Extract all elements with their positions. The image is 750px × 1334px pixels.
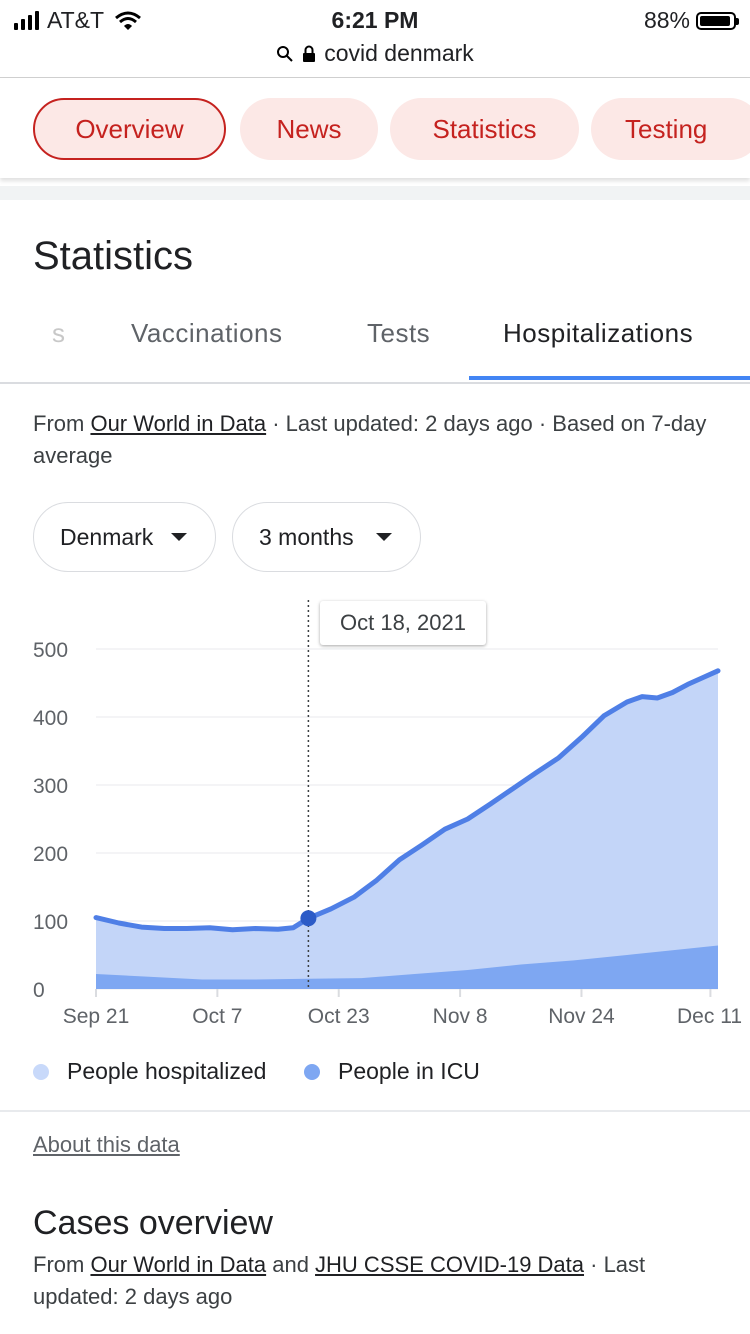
hover-point — [300, 910, 317, 927]
x-tick-label: Oct 23 — [308, 1005, 370, 1028]
lock-icon — [303, 45, 316, 62]
cases-overview-title: Cases overview — [33, 1204, 273, 1242]
chart-areas — [93, 668, 721, 989]
x-axis-ticks: Sep 21 Oct 7 Oct 23 Nov 8 Nov 24 Dec 11 — [63, 989, 742, 1028]
x-tick-label: Nov 24 — [548, 1005, 615, 1028]
range-value: 3 months — [259, 523, 354, 550]
x-tick-label: Sep 21 — [63, 1005, 130, 1028]
y-axis-ticks: 0 100 200 300 400 500 — [33, 639, 68, 1002]
chart-tooltip: Oct 18, 2021 — [320, 601, 486, 645]
section-title: Statistics — [33, 234, 194, 278]
range-dropdown[interactable]: 3 months — [232, 502, 421, 572]
search-query: covid denmark — [324, 40, 474, 66]
x-tick-label: Oct 7 — [192, 1005, 242, 1028]
wifi-icon — [115, 11, 142, 30]
y-tick-label: 300 — [33, 775, 68, 798]
jhu-link[interactable]: JHU CSSE COVID-19 Data — [315, 1252, 585, 1277]
country-value: Denmark — [60, 523, 154, 550]
data-source: From Our World in Data · Last updated: 2… — [33, 408, 723, 472]
cases-mid: and — [266, 1252, 316, 1277]
clock: 6:21 PM — [331, 7, 419, 33]
chip-statistics[interactable]: Statistics — [390, 98, 579, 160]
signal-icon — [14, 11, 39, 30]
x-tick-label: Dec 11 — [677, 1005, 742, 1028]
area-people-in-icu — [96, 945, 718, 989]
section-separator — [0, 186, 750, 200]
hover-marker — [300, 600, 317, 989]
battery-status: 88% — [643, 7, 739, 34]
tab-tests[interactable]: Tests — [367, 318, 431, 348]
cases-prefix: From — [33, 1252, 91, 1277]
about-data-link[interactable]: About this data — [33, 1132, 180, 1157]
y-tick-label: 500 — [33, 639, 68, 662]
y-tick-label: 400 — [33, 707, 68, 730]
country-dropdown[interactable]: Denmark — [33, 502, 216, 572]
divider — [0, 1110, 750, 1112]
legend-swatch — [33, 1063, 49, 1080]
carrier-label: AT&T — [47, 7, 105, 33]
search-icon — [277, 45, 293, 62]
cases-source: From Our World in Data and JHU CSSE COVI… — [33, 1249, 723, 1313]
hospitalization-chart[interactable]: 0 100 200 300 400 500 Sep 21 Oct 7 Oct 23 Nov 8 N… — [0, 590, 750, 1040]
divider — [0, 77, 750, 78]
legend-label: People in ICU — [338, 1058, 480, 1084]
legend-hospitalized[interactable]: People hospitalized — [33, 1058, 266, 1085]
stat-tabs: s Vaccinations Tests Hospitalizations — [0, 300, 750, 384]
source-link[interactable]: Our World in Data — [90, 411, 267, 436]
owid-link[interactable]: Our World in Data — [90, 1252, 267, 1277]
line-people-hospitalized — [93, 668, 721, 933]
y-tick-label: 200 — [33, 843, 68, 866]
area-people-hospitalized — [96, 670, 718, 989]
topic-chips: Overview News Statistics Testing — [0, 78, 750, 178]
source-rest: · Last updated: 2 days ago · Based on 7-… — [33, 411, 707, 468]
legend-icu[interactable]: People in ICU — [304, 1058, 480, 1085]
chip-overview[interactable]: Overview — [33, 98, 226, 160]
legend-label: People hospitalized — [67, 1058, 267, 1084]
chip-news[interactable]: News — [240, 98, 378, 160]
x-tick-label: Nov 8 — [433, 1005, 488, 1028]
chip-testing[interactable]: Testing — [591, 98, 750, 160]
cases-rest: · Last updated: 2 days ago — [33, 1252, 646, 1309]
tab-cases-partial[interactable]: s — [52, 318, 66, 348]
legend-swatch — [304, 1063, 320, 1080]
dropdown-arrow-icon — [171, 533, 187, 541]
carrier: AT&T — [14, 7, 142, 34]
status-bar: AT&T 6:21 PM 88% — [0, 0, 750, 40]
tab-indicator — [469, 376, 750, 380]
tab-vaccinations[interactable]: Vaccinations — [131, 318, 283, 348]
battery-icon — [696, 11, 739, 30]
battery-percent: 88% — [643, 7, 690, 33]
address-bar[interactable]: covid denmark — [0, 40, 750, 67]
tab-hospitalizations[interactable]: Hospitalizations — [503, 318, 694, 348]
source-prefix: From — [33, 411, 91, 436]
y-tick-label: 0 — [33, 979, 45, 1002]
dropdown-arrow-icon — [376, 533, 392, 541]
y-tick-label: 100 — [33, 911, 68, 934]
